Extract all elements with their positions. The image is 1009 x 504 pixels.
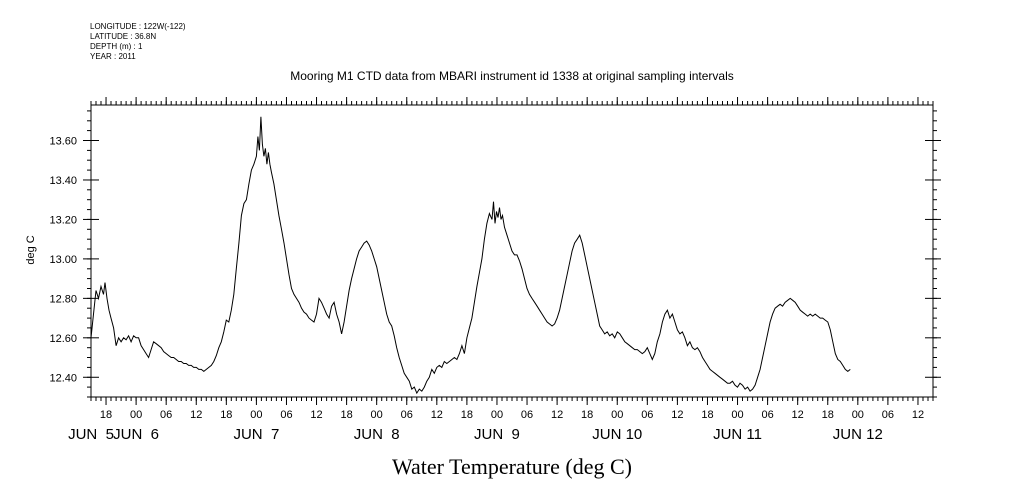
y-tick-label: 12.60 [49, 333, 77, 345]
series-line-water-temperature [90, 116, 851, 395]
x-tick-label: 18 [340, 409, 352, 421]
chart-title: Mooring M1 CTD data from MBARI instrumen… [290, 69, 734, 83]
x-tick-label: 00 [130, 409, 142, 421]
x-tick-label: 00 [371, 409, 383, 421]
x-tick-label: 00 [250, 409, 262, 421]
y-tick-label: 13.20 [49, 214, 77, 226]
x-tick-label: 06 [882, 409, 894, 421]
depth-label: DEPTH (m) : 1 [90, 42, 143, 51]
y-tick-label: 13.00 [49, 254, 77, 266]
x-day-label: JUN 7 [233, 426, 279, 443]
x-tick-label: 18 [581, 409, 593, 421]
latitude-label: LATITUDE : 36.8N [90, 32, 157, 41]
x-day-label: JUN 5 [68, 426, 114, 443]
x-tick-label: 12 [792, 409, 804, 421]
x-tick-label: 12 [912, 409, 924, 421]
x-tick-label: 18 [220, 409, 232, 421]
x-tick-label: 06 [160, 409, 172, 421]
x-tick-label: 18 [461, 409, 473, 421]
x-tick-label: 06 [761, 409, 773, 421]
x-axis-label: Water Temperature (deg C) [392, 454, 632, 479]
x-tick-label: 00 [491, 409, 503, 421]
y-tick-label: 13.40 [49, 175, 77, 187]
x-tick-label: 00 [852, 409, 864, 421]
x-axis: 18 00 06 12 18 00 06 12 18 00 06 12 18 00 06 12 18 00 06 12… [68, 97, 924, 443]
x-tick-label: 06 [280, 409, 292, 421]
x-tick-label: 18 [822, 409, 834, 421]
x-tick-label: 12 [190, 409, 202, 421]
y-axis: 12.40 12.60 12.80 13.00 13.20 13.40 13.60 [49, 136, 941, 384]
x-tick-label: 06 [641, 409, 653, 421]
x-day-label: JUN 6 [113, 426, 159, 443]
y-tick-label: 12.40 [49, 372, 77, 384]
x-tick-label: 12 [671, 409, 683, 421]
x-tick-label: 06 [401, 409, 413, 421]
x-day-label: JUN 11 [713, 426, 762, 443]
x-tick-label: 12 [551, 409, 563, 421]
x-tick-label: 06 [521, 409, 533, 421]
x-tick-label: 18 [100, 409, 112, 421]
x-tick-label: 00 [611, 409, 623, 421]
x-tick-label: 00 [731, 409, 743, 421]
y-tick-label: 13.60 [49, 136, 77, 148]
metadata-block: LONGITUDE : 122W(-122) LATITUDE : 36.8N … [90, 22, 186, 62]
x-day-label: JUN 10 [592, 426, 642, 443]
y-tick-label: 12.80 [49, 293, 77, 305]
x-day-label: JUN 12 [833, 426, 883, 443]
x-tick-label: 12 [310, 409, 322, 421]
longitude-label: LONGITUDE : 122W(-122) [90, 22, 186, 31]
year-label: YEAR : 2011 [90, 52, 136, 61]
x-day-label: JUN 8 [354, 426, 400, 443]
x-day-label: JUN 9 [474, 426, 520, 443]
x-tick-label: 12 [431, 409, 443, 421]
y-axis-label: deg C [25, 235, 37, 264]
x-tick-label: 18 [701, 409, 713, 421]
